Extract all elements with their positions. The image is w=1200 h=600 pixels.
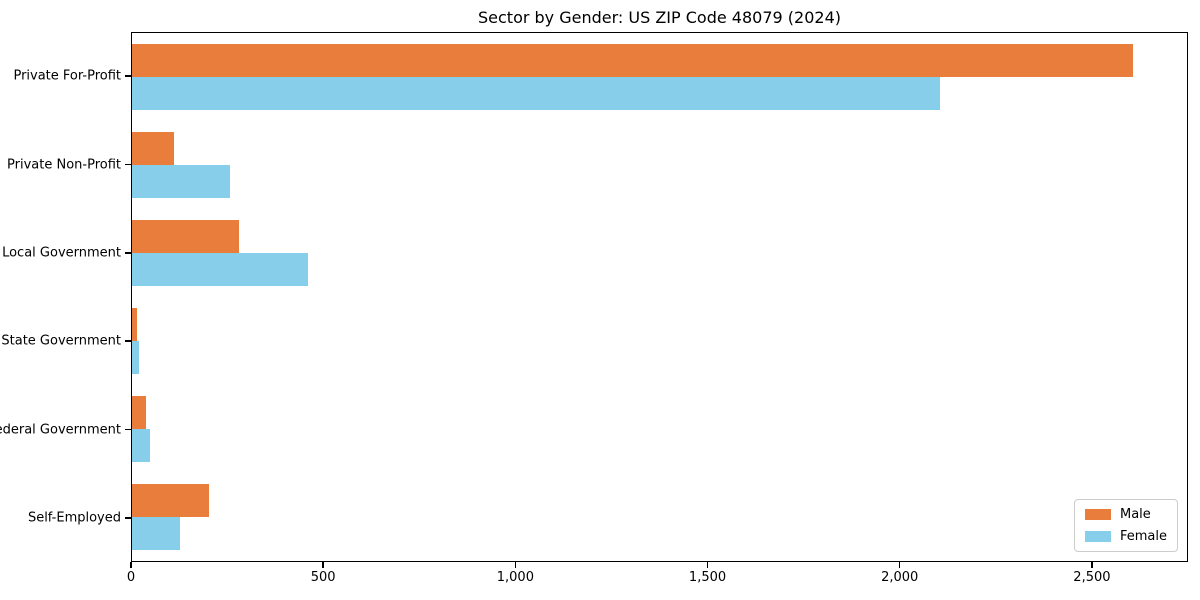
legend-swatch-male	[1084, 509, 1111, 520]
y-label-1: Private Non-Profit	[7, 157, 121, 172]
x-tick-1	[322, 562, 324, 568]
y-tick-0	[125, 75, 131, 77]
legend-swatch-female	[1084, 531, 1111, 542]
y-tick-3	[125, 340, 131, 342]
y-tick-1	[125, 163, 131, 166]
x-tick-0	[130, 562, 132, 568]
bar-male-3	[132, 308, 137, 341]
y-tick-2	[125, 252, 131, 254]
bar-male-0	[132, 44, 1134, 77]
y-label-5: Self-Employed	[27, 510, 121, 526]
bar-male-4	[132, 396, 147, 429]
bar-group-5	[132, 473, 1187, 561]
legend-label-female: Female	[1119, 529, 1167, 544]
bar-male-2	[132, 220, 240, 253]
x-tick-5	[1091, 562, 1093, 568]
legend-row-male: Male	[1084, 507, 1167, 522]
x-tick-4	[898, 562, 901, 568]
bar-male-1	[132, 132, 175, 165]
y-label-2: Local Government	[2, 245, 121, 261]
bar-female-2	[132, 253, 309, 286]
bar-group-4	[132, 385, 1187, 473]
y-label-0: Private For-Profit	[13, 68, 121, 84]
bar-group-3	[132, 297, 1187, 385]
y-tick-5	[125, 517, 131, 519]
bar-female-1	[132, 165, 230, 198]
x-tick-label-5: 2,500	[1073, 570, 1111, 585]
bar-group-2	[132, 209, 1187, 297]
bars-layer	[132, 33, 1187, 561]
legend-label-male: Male	[1119, 507, 1151, 522]
plot-area: Male Female	[131, 32, 1188, 562]
x-tick-label-1: 500	[310, 570, 336, 585]
x-tick-label-4: 2,000	[881, 570, 919, 585]
bar-female-0	[132, 77, 940, 110]
x-tick-2	[514, 562, 517, 568]
x-tick-label-0: 0	[126, 570, 136, 585]
bar-male-5	[132, 484, 209, 517]
bar-group-0	[132, 33, 1187, 121]
y-label-3: State Government	[1, 333, 121, 349]
y-tick-4	[125, 428, 131, 431]
bar-female-5	[132, 517, 180, 550]
chart-title: Sector by Gender: US ZIP Code 48079 (202…	[478, 8, 841, 27]
legend: Male Female	[1073, 499, 1178, 552]
x-tick-label-3: 1,500	[688, 570, 727, 585]
legend-row-female: Female	[1084, 529, 1167, 544]
x-tick-label-2: 1,000	[496, 570, 534, 585]
bar-female-3	[132, 341, 139, 374]
x-tick-3	[706, 562, 709, 568]
bar-group-1	[132, 121, 1187, 209]
bar-female-4	[132, 429, 150, 462]
y-label-4: Federal Government	[0, 422, 121, 437]
